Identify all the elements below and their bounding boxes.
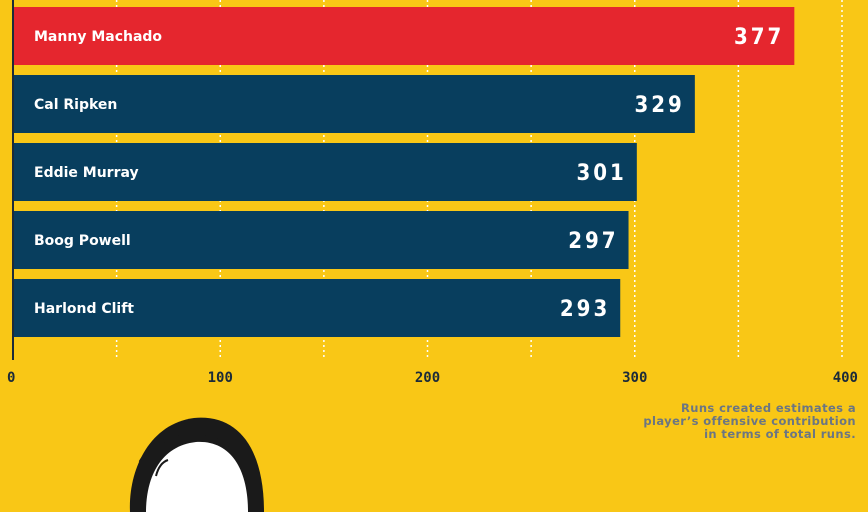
bar-value-1: 329 [635,93,685,118]
footnote: Runs created estimates a player’s offens… [636,402,856,441]
bar-3 [13,211,629,269]
bar-2 [13,143,637,201]
bar-value-4: 293 [560,297,610,322]
bar-label-3: Boog Powell [34,233,131,249]
bars: Manny Machado 377 Cal Ripken 329 Eddie Murra… [13,7,795,337]
bar-4 [13,279,621,337]
bar-chart: Manny Machado 377 Cal Ripken 329 Eddie Murra… [7,0,858,386]
x-tick-200: 200 [415,370,440,386]
x-tick-100: 100 [208,370,233,386]
footnote-line-1: Runs created estimates a [681,401,856,415]
bar-label-0: Manny Machado [34,29,162,45]
bar-value-0: 377 [734,25,784,50]
bar-value-3: 297 [568,229,618,254]
x-axis-ticks: 0 100 200 300 400 [7,370,858,386]
bar-label-4: Harlond Clift [34,301,134,317]
bar-label-2: Eddie Murray [34,165,139,181]
bar-1 [13,75,695,133]
footnote-line-3: in terms of total runs. [704,427,856,441]
player-portrait-icon [129,417,264,512]
x-tick-0: 0 [7,370,15,386]
bar-label-1: Cal Ripken [34,97,117,113]
bar-0 [13,7,795,65]
bar-value-2: 301 [576,161,626,186]
x-tick-300: 300 [622,370,647,386]
footnote-line-2: player’s offensive contribution [643,414,856,428]
x-tick-400: 400 [833,370,858,386]
